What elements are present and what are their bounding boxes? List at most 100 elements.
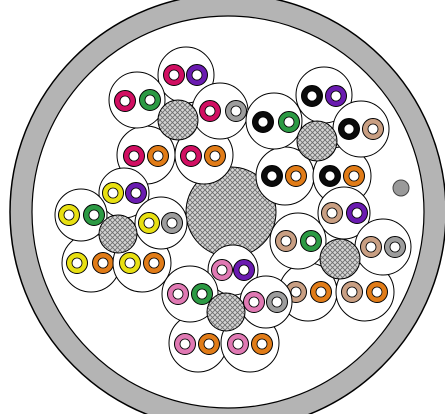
conductor	[367, 123, 379, 135]
conductor	[204, 105, 216, 117]
twisted-pair	[134, 196, 188, 250]
wire-orange	[204, 145, 226, 167]
wire-tan	[341, 281, 363, 303]
pair-wrapper	[108, 71, 166, 129]
conductor	[179, 338, 191, 350]
twisted-pair	[191, 82, 249, 140]
twisted-pair	[98, 167, 150, 219]
twisted-pair	[354, 218, 412, 276]
twisted-pair	[108, 71, 166, 129]
conductor	[248, 296, 260, 308]
conductor	[88, 209, 100, 221]
wire-pink	[174, 333, 196, 355]
wire-tan	[360, 236, 382, 258]
wire-pair	[61, 233, 121, 293]
wire-magenta	[180, 145, 202, 167]
wire-gray	[225, 100, 247, 122]
wire-green	[83, 204, 105, 226]
wire-green	[300, 230, 322, 252]
wire-violet	[186, 64, 208, 86]
twisted-pair	[245, 92, 303, 150]
wire-black	[301, 85, 323, 107]
wire-tan	[321, 202, 343, 224]
wire-gray	[384, 236, 406, 258]
pair-wrapper	[54, 188, 108, 242]
conductor	[124, 257, 136, 269]
conductor	[365, 241, 377, 253]
conductor	[144, 94, 156, 106]
conductor	[143, 217, 155, 229]
bundle-filler	[157, 99, 199, 141]
conductor	[315, 286, 327, 298]
conductor	[203, 338, 215, 350]
conductor	[351, 207, 363, 219]
conductor	[346, 286, 358, 298]
wire-orange	[198, 333, 220, 355]
wire-black	[319, 165, 341, 187]
wire-black	[261, 165, 283, 187]
conductor	[290, 286, 302, 298]
wire-yellow	[138, 212, 160, 234]
wire-black	[338, 118, 360, 140]
wire-orange	[143, 252, 165, 274]
wire-magenta	[163, 64, 185, 86]
wire-magenta	[199, 100, 221, 122]
wire-pair	[174, 125, 234, 185]
conductor	[257, 116, 269, 128]
conductor	[107, 187, 119, 199]
wire-pair	[335, 262, 395, 322]
group-magenta	[108, 46, 249, 185]
wire-gray	[161, 212, 183, 234]
bundle-filler	[296, 120, 338, 162]
conductor	[168, 69, 180, 81]
bundle-filler	[319, 238, 361, 280]
wire-pair	[255, 146, 315, 206]
conductor	[191, 69, 203, 81]
twisted-pair	[161, 265, 219, 323]
wire-yellow	[66, 252, 88, 274]
wire-orange	[251, 333, 273, 355]
conductor	[119, 95, 131, 107]
wire-magenta	[114, 90, 136, 112]
conductor	[305, 235, 317, 247]
wire-pink	[211, 259, 233, 281]
conductor	[148, 257, 160, 269]
wire-violet	[233, 259, 255, 281]
twisted-pair	[239, 275, 293, 329]
wire-orange	[343, 165, 365, 187]
group-pink	[161, 244, 293, 373]
conductor	[216, 264, 228, 276]
wire-tan	[362, 118, 384, 140]
conductor	[348, 170, 360, 182]
conductor	[230, 105, 242, 117]
twisted-pair	[295, 66, 353, 124]
pair-wrapper	[245, 92, 303, 150]
wire-gray	[266, 291, 288, 313]
wire-pink	[167, 283, 189, 305]
group-tan	[269, 186, 412, 322]
conductor	[324, 170, 336, 182]
wire-yellow	[58, 204, 80, 226]
conductor	[266, 170, 278, 182]
conductor	[238, 264, 250, 276]
conductor	[209, 150, 221, 162]
conductor	[152, 150, 164, 162]
wire-yellow	[102, 182, 124, 204]
conductor	[389, 241, 401, 253]
conductor	[330, 90, 342, 102]
pair-wrapper	[161, 265, 219, 323]
conductor	[271, 296, 283, 308]
twisted-pair	[269, 212, 327, 270]
conductor	[130, 187, 142, 199]
wire-green	[139, 89, 161, 111]
bundle-filler	[98, 214, 138, 254]
wire-orange	[92, 252, 114, 274]
group-yellow	[54, 167, 188, 293]
conductor	[166, 217, 178, 229]
drain-wire	[392, 179, 410, 197]
wire-yellow	[119, 252, 141, 274]
conductor	[71, 257, 83, 269]
wire-pair	[278, 262, 338, 322]
conductor	[290, 170, 302, 182]
